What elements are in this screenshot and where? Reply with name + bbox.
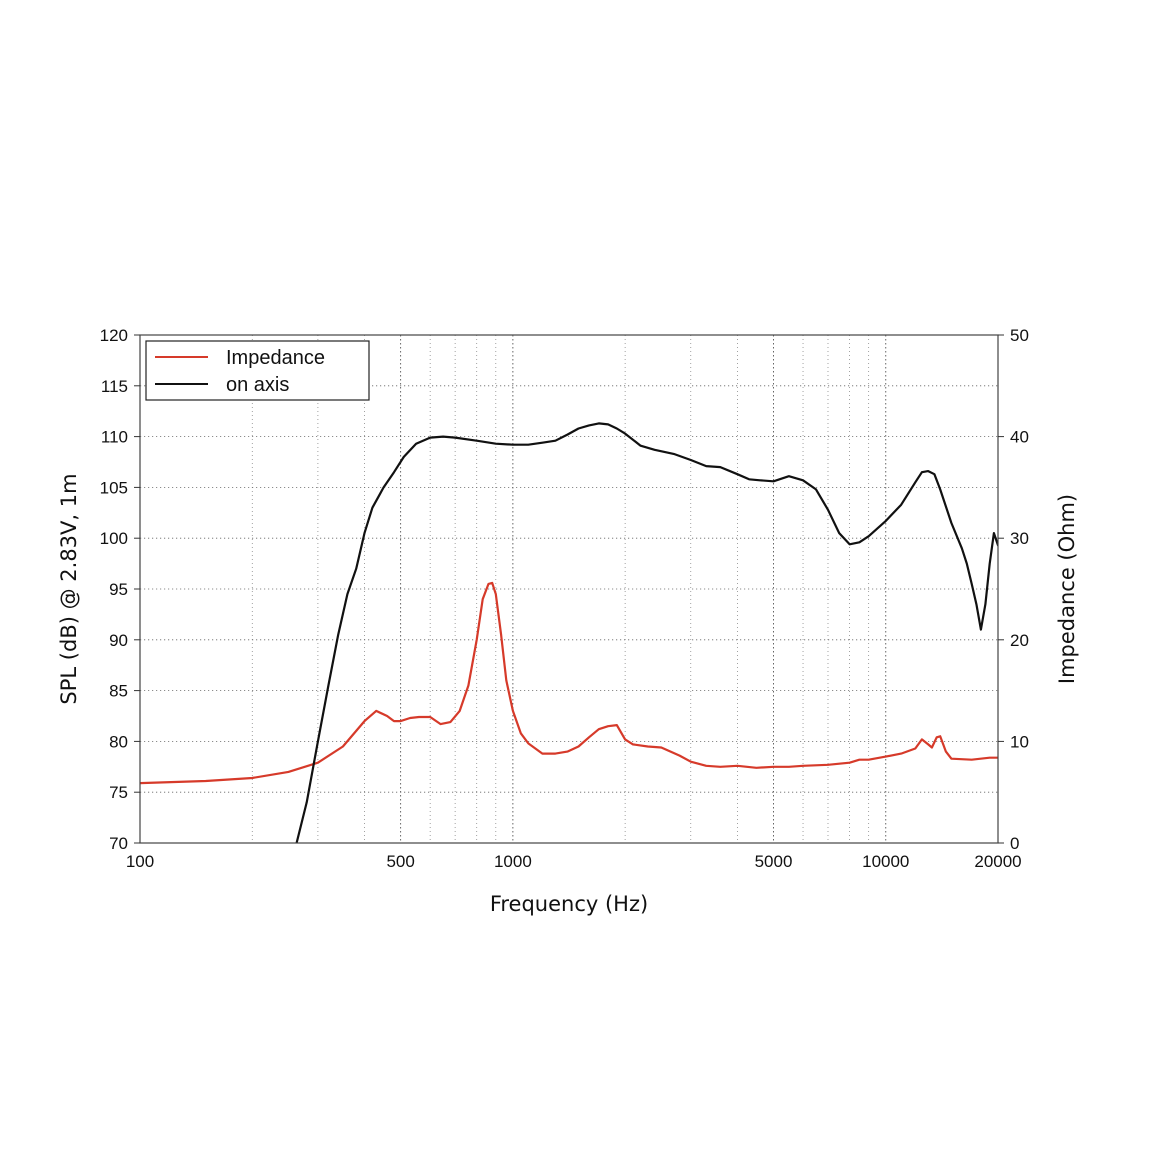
y2-tick-label: 30 — [1010, 529, 1029, 548]
y-tick-label: 95 — [109, 580, 128, 599]
legend: Impedance on axis — [145, 340, 370, 401]
x-tick-label: 100 — [126, 852, 154, 871]
y-tick-label: 75 — [109, 783, 128, 802]
series-lines — [140, 422, 998, 843]
grid — [140, 335, 998, 843]
x-tick-label: 10000 — [862, 852, 909, 871]
y-tick-label: 100 — [100, 529, 128, 548]
y-axis-ticks: 70 75 80 85 90 95 100 105 110 115 120 — [100, 326, 140, 853]
series-line-1 — [295, 422, 998, 843]
y2-tick-label: 20 — [1010, 631, 1029, 650]
y2-tick-label: 0 — [1010, 834, 1019, 853]
y-tick-label: 115 — [101, 377, 128, 396]
y-tick-label: 90 — [109, 631, 128, 650]
x-tick-label: 500 — [386, 852, 414, 871]
y-axis-title: SPL (dB) @ 2.83V, 1m — [57, 473, 81, 704]
legend-label-on-axis: on axis — [226, 374, 289, 396]
y-tick-label: 105 — [100, 478, 128, 497]
y2-tick-label: 40 — [1010, 428, 1029, 447]
y-tick-label: 85 — [109, 682, 128, 701]
x-axis-ticks: 100 500 1000 5000 10000 20000 — [126, 852, 1022, 871]
y2-tick-label: 10 — [1010, 732, 1029, 751]
x-tick-label: 1000 — [494, 852, 532, 871]
y2-axis-title: Impedance (Ohm) — [1055, 494, 1079, 684]
y2-axis-ticks: 0 10 20 30 40 50 — [998, 326, 1029, 853]
y-tick-label: 80 — [109, 732, 128, 751]
y-tick-label: 120 — [100, 326, 128, 345]
y-tick-label: 110 — [101, 428, 128, 447]
x-axis-title: Frequency (Hz) — [490, 892, 648, 916]
legend-box — [145, 340, 370, 401]
x-tick-label: 20000 — [974, 852, 1021, 871]
y-tick-label: 70 — [109, 834, 128, 853]
y2-tick-label: 50 — [1010, 326, 1029, 345]
legend-label-impedance: Impedance — [226, 347, 325, 369]
x-tick-label: 5000 — [755, 852, 793, 871]
series-line-0 — [140, 581, 998, 785]
